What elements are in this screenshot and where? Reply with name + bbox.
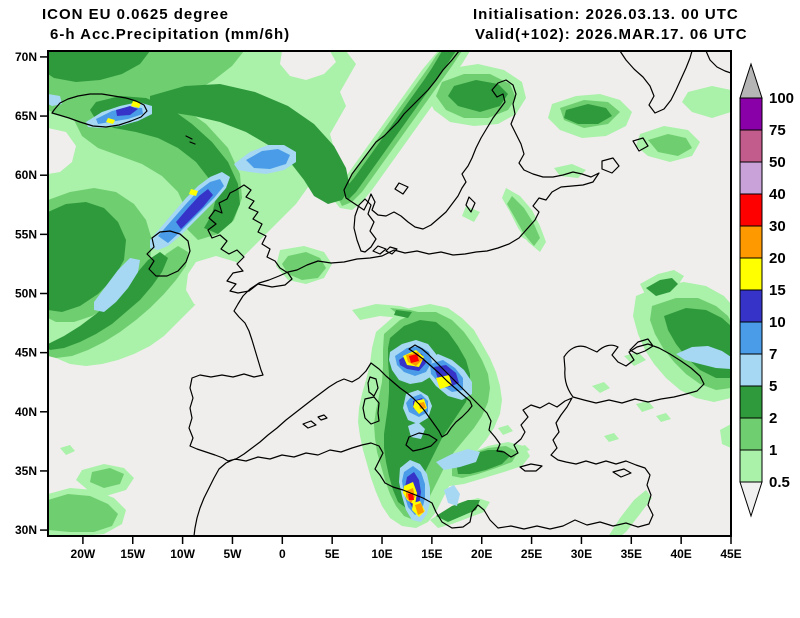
colorbar-label: 15 xyxy=(769,282,786,299)
coastline-ireland xyxy=(146,230,191,277)
dry-gap xyxy=(48,128,76,174)
colorbar-over-arrow xyxy=(739,62,763,99)
dry-gap xyxy=(186,256,246,310)
coastline-denmark xyxy=(353,198,398,255)
lon-tick-label: 10E xyxy=(371,547,392,561)
lat-tick-label: 45N xyxy=(15,346,37,360)
lat-tick-label: 60N xyxy=(15,168,37,182)
precipitation-layer xyxy=(48,51,731,536)
lon-tick-label: 5W xyxy=(223,547,242,561)
colorbar-label: 20 xyxy=(769,250,786,267)
lat-tick-label: 70N xyxy=(15,50,37,64)
coastline-white-sea xyxy=(619,51,731,114)
lat-tick-label: 30N xyxy=(15,523,37,537)
precip-region xyxy=(436,500,480,522)
precip-region xyxy=(246,149,290,169)
precip-region xyxy=(48,494,118,532)
precip-region xyxy=(48,202,126,312)
colorbar-block xyxy=(739,417,763,451)
lat-tick-label: 50N xyxy=(15,287,37,301)
lon-tick-label: 30E xyxy=(571,547,592,561)
init-time: Initialisation: 2026.03.13. 00 UTC xyxy=(473,6,739,23)
coastline-mainland-europe xyxy=(188,51,654,536)
coastline-faroes xyxy=(185,135,196,145)
colorbar-label: 75 xyxy=(769,122,786,139)
precip-region xyxy=(90,468,124,488)
product-title: 6-h Acc.Precipitation (mm/6h) xyxy=(50,26,291,43)
coastline-black-sea xyxy=(563,338,705,404)
precip-region xyxy=(48,51,150,82)
precip-region xyxy=(48,252,168,350)
lon-tick-label: 40E xyxy=(670,547,691,561)
coastline-balearics xyxy=(302,414,328,429)
coastline-gotland xyxy=(465,196,476,213)
colorbar-label: 50 xyxy=(769,154,786,171)
lon-tick-label: 20E xyxy=(471,547,492,561)
coastline-iceland xyxy=(51,93,148,128)
colorbar-block xyxy=(739,353,763,387)
lon-tick-label: 0 xyxy=(279,547,286,561)
precip-region xyxy=(436,375,452,389)
valid-time: Valid(+102): 2026.MAR.17. 06 UTC xyxy=(475,26,748,43)
colorbar-label: 7 xyxy=(769,346,777,363)
coastline-cyprus xyxy=(612,468,632,478)
axes-layer: 70N 65N 60N 55N 50N 45N 40N 35N 30N 20W 15W 10W 5W 0 5… xyxy=(15,50,742,561)
colorbar-label: 5 xyxy=(769,378,777,395)
coastline-sardinia xyxy=(362,396,380,425)
colorbar-under-arrow xyxy=(739,481,763,518)
colorbar-block xyxy=(739,97,763,131)
precip-region xyxy=(498,424,731,453)
precip-region xyxy=(507,196,540,246)
lon-tick-label: 5E xyxy=(325,547,340,561)
lon-tick-label: 20W xyxy=(71,547,96,561)
colorbar-label: 40 xyxy=(769,186,786,203)
lon-tick-label: 15E xyxy=(421,547,442,561)
colorbar-block xyxy=(739,449,763,483)
model-title: ICON EU 0.0625 degree xyxy=(42,6,229,23)
dry-gap xyxy=(280,51,336,80)
lat-tick-label: 55N xyxy=(15,227,37,241)
lon-tick-label: 25E xyxy=(521,547,542,561)
lat-tick-label: 40N xyxy=(15,405,37,419)
lat-tick-label: 35N xyxy=(15,464,37,478)
colorbar-label: 100 xyxy=(769,90,794,107)
colorbar-label: 0.5 xyxy=(769,474,790,491)
colorbar-label: 30 xyxy=(769,218,786,235)
colorbar-block xyxy=(739,129,763,163)
lon-tick-label: 15W xyxy=(120,547,145,561)
colorbar-label: 2 xyxy=(769,410,777,427)
precip-region xyxy=(342,51,456,200)
coastline-layer xyxy=(51,51,731,536)
colorbar-block xyxy=(739,161,763,195)
coastline-corsica xyxy=(367,376,379,397)
colorbar-label: 1 xyxy=(769,442,777,459)
precip-region xyxy=(564,104,612,124)
colorbar-block xyxy=(739,289,763,323)
colorbar-block xyxy=(739,193,763,227)
coastline-crete xyxy=(519,463,543,472)
lat-tick-label: 65N xyxy=(15,109,37,123)
lon-tick-label: 35E xyxy=(621,547,642,561)
precip-region xyxy=(406,352,426,409)
precip-region xyxy=(436,449,480,506)
coastline-great-britain xyxy=(207,184,293,294)
lon-tick-label: 10W xyxy=(170,547,195,561)
colorbar-block xyxy=(739,321,763,355)
precip-region xyxy=(150,84,350,204)
coastline-lakes xyxy=(394,137,649,195)
precip-region xyxy=(90,96,240,234)
precip-region xyxy=(94,258,140,312)
precip-region xyxy=(676,346,731,369)
colorbar-block xyxy=(739,385,763,419)
precip-region xyxy=(682,86,731,118)
colorbar-label: 10 xyxy=(769,314,786,331)
lon-tick-label: 45E xyxy=(720,547,741,561)
precip-region xyxy=(48,94,152,128)
coastline-sicily xyxy=(405,432,438,452)
colorbar-block xyxy=(739,225,763,259)
colorbar-block xyxy=(739,257,763,291)
